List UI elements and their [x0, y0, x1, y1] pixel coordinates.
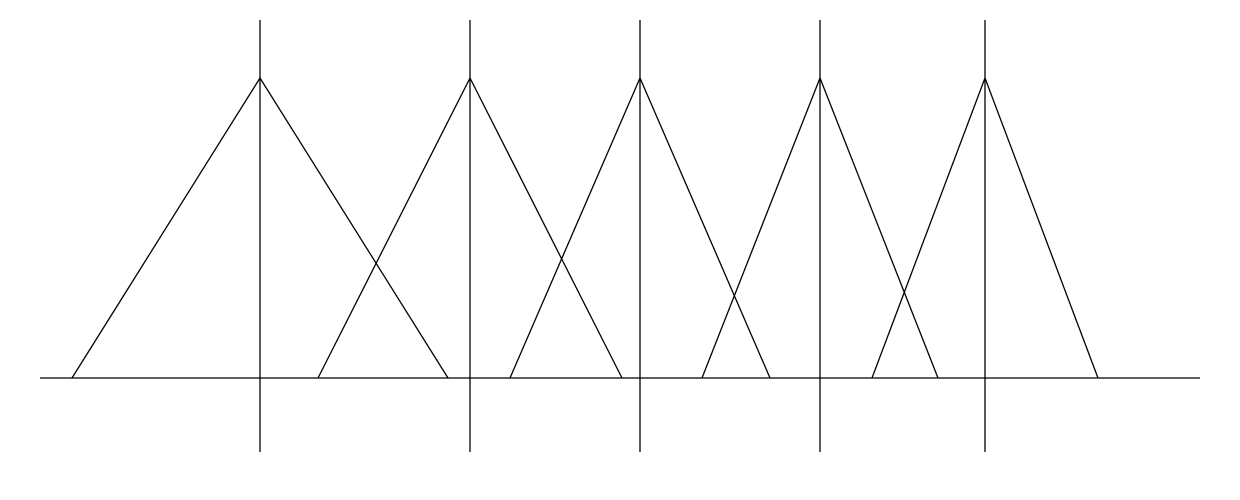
triangle-5-left — [872, 78, 985, 378]
triangle-4-left — [702, 78, 820, 378]
triangle-2-right — [470, 78, 622, 378]
triangle-4-right — [820, 78, 938, 378]
triangle-2-left — [318, 78, 470, 378]
triangle-5-right — [985, 78, 1098, 378]
geometric-diagram — [0, 0, 1240, 500]
triangle-3-left — [510, 78, 640, 378]
triangle-1-right — [260, 78, 448, 378]
triangle-3-right — [640, 78, 770, 378]
triangle-1-left — [72, 78, 260, 378]
